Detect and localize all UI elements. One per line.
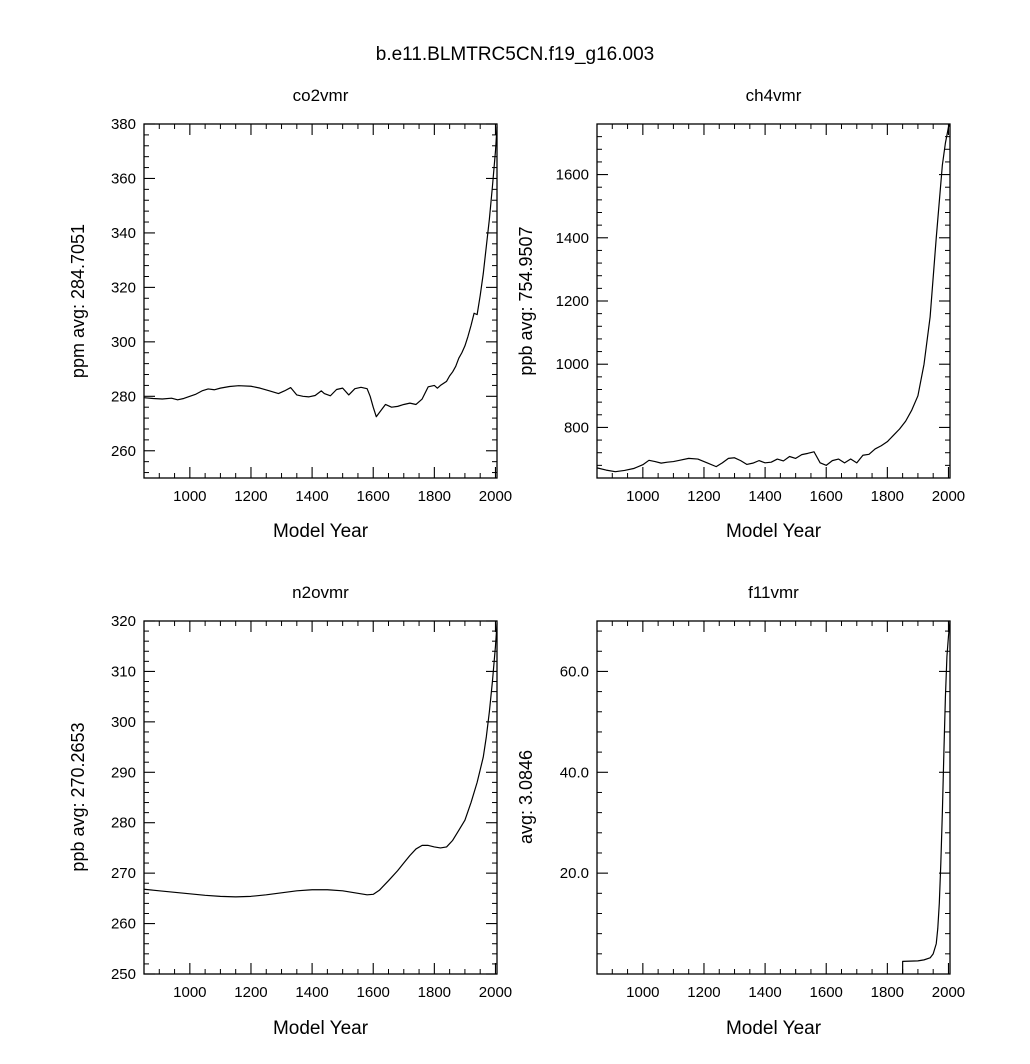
panel-n2ovmr: n2ovmr ppb avg: 270.2653 Model Year 1000… bbox=[68, 583, 512, 1039]
x-tick-label: 1200 bbox=[234, 984, 267, 1001]
x-tick-label: 1600 bbox=[810, 488, 843, 505]
plot-frame bbox=[596, 620, 951, 975]
x-tick-label: 1400 bbox=[295, 488, 328, 505]
x-axis-label: Model Year bbox=[726, 1018, 822, 1039]
y-tick-label: 320 bbox=[111, 613, 136, 630]
x-tick-label: 1600 bbox=[357, 984, 390, 1001]
panel-title: n2ovmr bbox=[292, 583, 349, 602]
y-tick-label: 290 bbox=[111, 764, 136, 781]
x-tick-label: 1800 bbox=[871, 984, 904, 1001]
y-tick-label: 20.0 bbox=[560, 865, 589, 882]
y-tick-label: 1000 bbox=[556, 356, 589, 373]
y-tick-label: 260 bbox=[111, 443, 136, 460]
y-axis-label: ppb avg: 754.9507 bbox=[516, 226, 536, 375]
panel-co2vmr: co2vmr ppm avg: 284.7051 Model Year 1000… bbox=[68, 86, 512, 542]
x-axis-label: Model Year bbox=[273, 521, 369, 542]
panel-title: ch4vmr bbox=[746, 86, 802, 105]
y-tick-label: 250 bbox=[111, 966, 136, 983]
x-tick-label: 1800 bbox=[871, 488, 904, 505]
x-tick-label: 1200 bbox=[687, 984, 720, 1001]
x-tick-label: 1600 bbox=[810, 984, 843, 1001]
x-tick-label: 2000 bbox=[932, 984, 965, 1001]
panel-f11vmr: f11vmr avg: 3.0846 Model Year 1000 1200 14… bbox=[516, 583, 965, 1039]
x-tick-label: 2000 bbox=[479, 984, 512, 1001]
y-tick-label: 280 bbox=[111, 815, 136, 832]
x-tick-label: 1800 bbox=[418, 984, 451, 1001]
series-line bbox=[143, 126, 498, 418]
y-tick-label: 1200 bbox=[556, 293, 589, 310]
x-tick-label: 1600 bbox=[357, 488, 390, 505]
y-tick-label: 1600 bbox=[556, 167, 589, 184]
x-tick-label: 2000 bbox=[479, 488, 512, 505]
x-tick-label: 1000 bbox=[626, 488, 659, 505]
panel-ch4vmr: ch4vmr ppb avg: 754.9507 Model Year 1000… bbox=[516, 86, 965, 542]
plot-frame bbox=[143, 123, 498, 479]
x-tick-label: 1000 bbox=[173, 488, 206, 505]
x-tick-label: 1400 bbox=[748, 488, 781, 505]
y-tick-label: 320 bbox=[111, 279, 136, 296]
x-tick-label: 1200 bbox=[234, 488, 267, 505]
y-axis-label: ppb avg: 270.2653 bbox=[68, 722, 88, 871]
y-tick-label: 280 bbox=[111, 388, 136, 405]
x-tick-label: 1000 bbox=[173, 984, 206, 1001]
x-tick-label: 1400 bbox=[295, 984, 328, 1001]
panel-title: co2vmr bbox=[293, 86, 349, 105]
panel-title: f11vmr bbox=[748, 583, 799, 602]
series-line bbox=[143, 623, 498, 898]
y-tick-label: 270 bbox=[111, 865, 136, 882]
x-tick-label: 1000 bbox=[626, 984, 659, 1001]
y-tick-label: 260 bbox=[111, 916, 136, 933]
y-axis-label: ppm avg: 284.7051 bbox=[68, 224, 88, 378]
series-line bbox=[902, 620, 951, 975]
y-tick-label: 360 bbox=[111, 170, 136, 187]
figure-title: b.e11.BLMTRC5CN.f19_g16.003 bbox=[376, 44, 654, 65]
x-tick-label: 2000 bbox=[932, 488, 965, 505]
y-tick-label: 60.0 bbox=[560, 663, 589, 680]
y-tick-label: 380 bbox=[111, 116, 136, 133]
y-tick-label: 310 bbox=[111, 663, 136, 680]
x-tick-label: 1800 bbox=[418, 488, 451, 505]
x-axis-label: Model Year bbox=[726, 521, 822, 542]
plot-frame bbox=[143, 620, 498, 975]
plot-frame bbox=[596, 123, 951, 479]
x-axis-label: Model Year bbox=[273, 1018, 369, 1039]
series-line bbox=[596, 123, 951, 473]
x-tick-label: 1400 bbox=[748, 984, 781, 1001]
y-tick-label: 300 bbox=[111, 334, 136, 351]
y-tick-label: 300 bbox=[111, 714, 136, 731]
x-tick-label: 1200 bbox=[687, 488, 720, 505]
y-tick-label: 800 bbox=[564, 419, 589, 436]
y-tick-label: 1400 bbox=[556, 230, 589, 247]
y-tick-label: 40.0 bbox=[560, 764, 589, 781]
y-axis-label: avg: 3.0846 bbox=[516, 750, 536, 844]
y-tick-label: 340 bbox=[111, 225, 136, 242]
